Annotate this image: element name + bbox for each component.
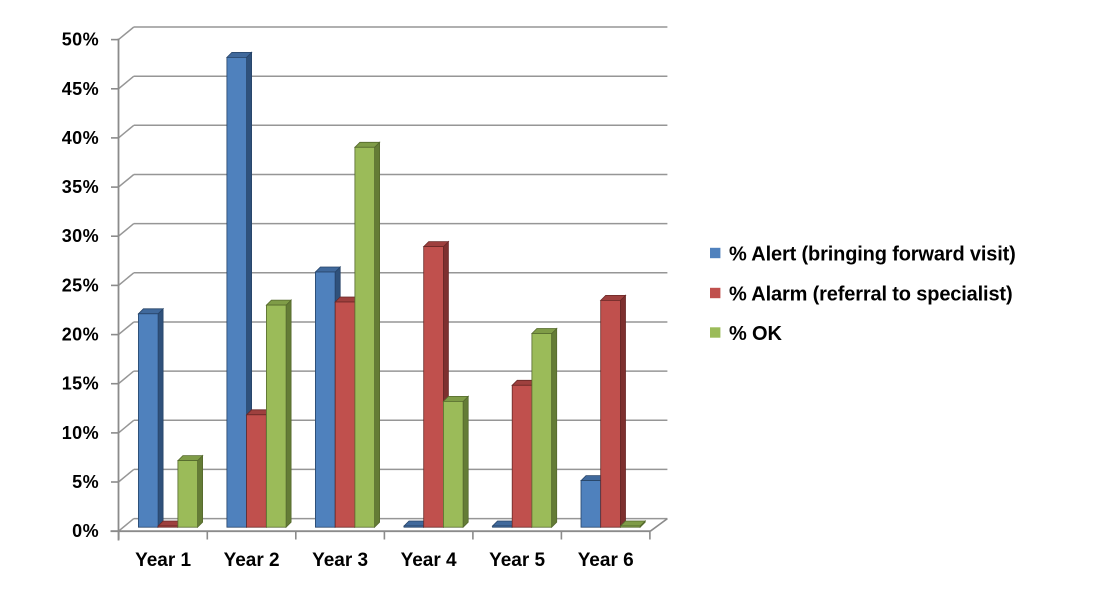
svg-text:Year 4: Year 4 bbox=[401, 550, 457, 571]
svg-text:Year 1: Year 1 bbox=[135, 550, 191, 571]
svg-text:5%: 5% bbox=[72, 472, 99, 492]
svg-text:% Alarm (referral to specialis: % Alarm (referral to specialist) bbox=[729, 283, 1012, 305]
svg-text:% OK: % OK bbox=[729, 323, 782, 345]
svg-text:0%: 0% bbox=[72, 521, 99, 541]
svg-text:Year 6: Year 6 bbox=[578, 550, 634, 571]
svg-text:45%: 45% bbox=[62, 79, 99, 99]
svg-text:10%: 10% bbox=[62, 423, 99, 443]
svg-text:% Alert (bringing forward visi: % Alert (bringing forward visit) bbox=[729, 243, 1016, 265]
svg-text:50%: 50% bbox=[62, 30, 99, 50]
svg-text:Year 5: Year 5 bbox=[489, 550, 545, 571]
svg-text:Year 2: Year 2 bbox=[224, 550, 280, 571]
svg-text:35%: 35% bbox=[62, 177, 99, 197]
svg-text:Year 3: Year 3 bbox=[312, 550, 368, 571]
svg-text:40%: 40% bbox=[62, 128, 99, 148]
svg-text:15%: 15% bbox=[62, 374, 99, 394]
svg-text:30%: 30% bbox=[62, 226, 99, 246]
svg-text:25%: 25% bbox=[62, 275, 99, 295]
svg-text:20%: 20% bbox=[62, 325, 99, 345]
